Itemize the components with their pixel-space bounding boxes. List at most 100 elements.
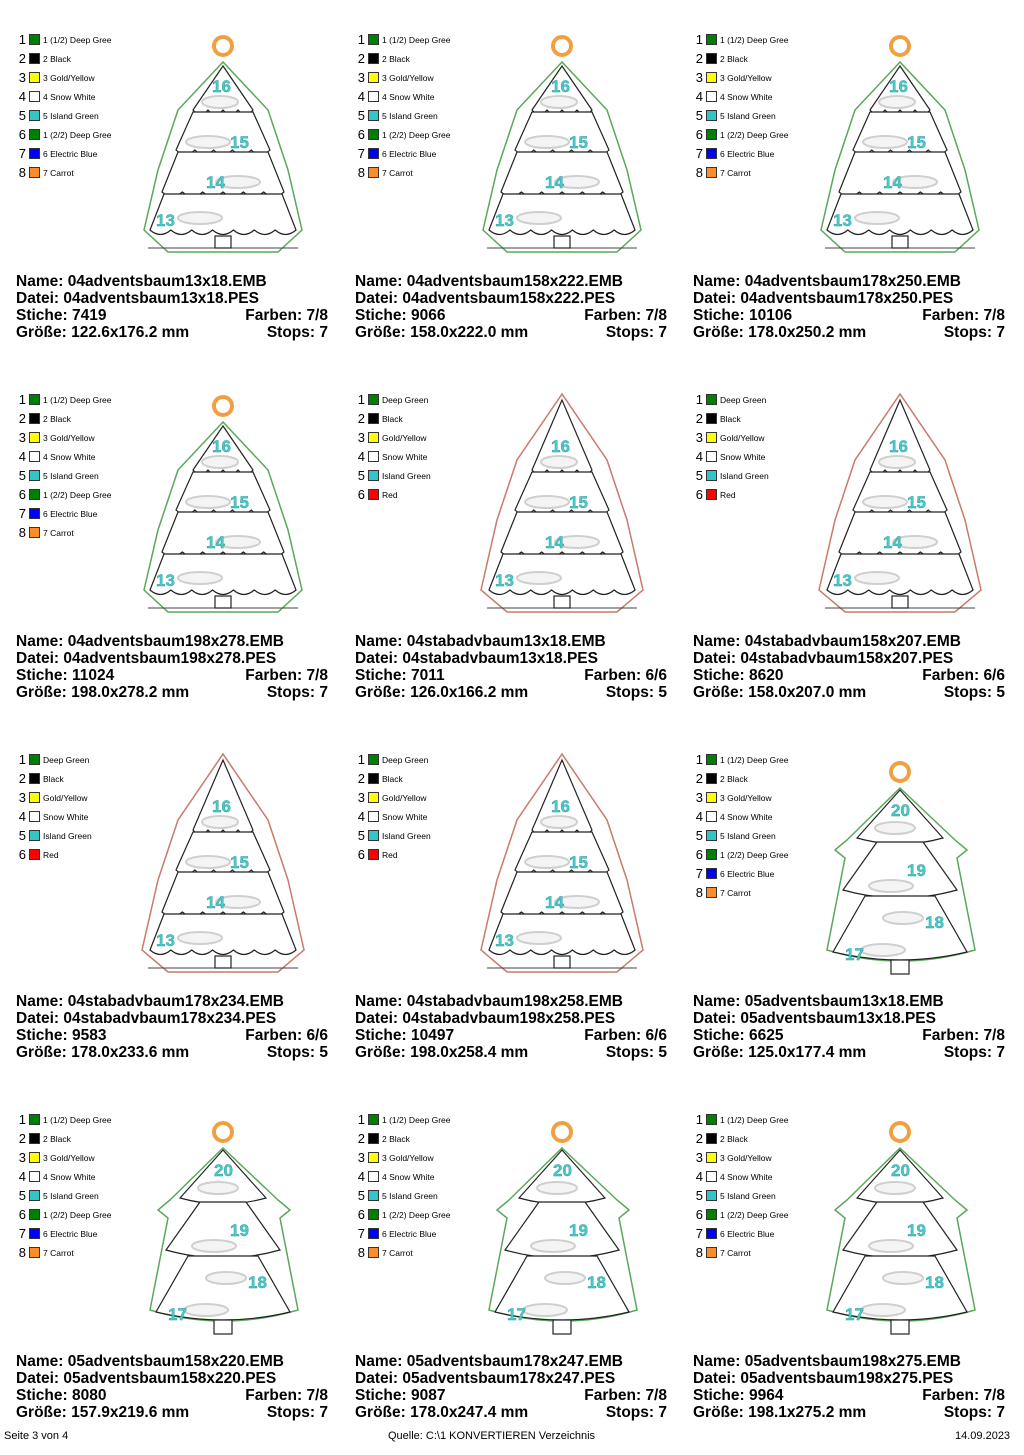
- color-swatch: [368, 110, 379, 121]
- color-swatch: [368, 849, 379, 860]
- advent-number: 13: [495, 931, 514, 950]
- color-name: 6 Electric Blue: [382, 148, 437, 159]
- color-index: 1: [695, 392, 703, 407]
- color-index: 1: [357, 32, 365, 47]
- design-card: 1 Deep Green 2 Black 3 Gold/Yellow 4 Snow White…: [693, 390, 1013, 735]
- cut-line: [482, 60, 642, 253]
- color-name: Snow White: [43, 811, 89, 822]
- thread-color-row: 5 5 Island Green: [16, 1186, 126, 1205]
- advent-number: 13: [156, 931, 175, 950]
- design-size: Größe: 122.6x176.2 mm: [16, 324, 190, 341]
- color-name: 6 Electric Blue: [382, 1228, 437, 1239]
- color-swatch: [29, 110, 40, 121]
- design-name: 04stabadvbaum13x18.EMB: [406, 633, 606, 650]
- color-index: 4: [18, 809, 26, 824]
- thread-color-row: 1 1 (1/2) Deep Gree: [16, 30, 126, 49]
- color-name: 7 Carrot: [382, 167, 413, 178]
- thread-color-list: 1 1 (1/2) Deep Gree 2 2 Black 3 3 Gold/Yellow…: [16, 1110, 126, 1262]
- color-name: 7 Carrot: [382, 1247, 413, 1258]
- pocket-oval: [860, 1303, 906, 1317]
- stop-count: Stops: 5: [943, 684, 1005, 701]
- color-name: Deep Green: [720, 394, 767, 405]
- thread-color-row: 2 Black: [355, 769, 465, 788]
- color-swatch: [706, 1133, 717, 1144]
- design-card: 1 1 (1/2) Deep Gree 2 2 Black 3 3 Gold/Yellow…: [16, 390, 336, 735]
- thread-color-row: 7 6 Electric Blue: [355, 1224, 465, 1243]
- color-swatch: [706, 773, 717, 784]
- design-info: Name: 04adventsbaum178x250.EMB Datei: 04a…: [693, 273, 1005, 341]
- file-line: Datei: 05adventsbaum158x220.PES: [16, 1370, 277, 1387]
- color-index: 4: [18, 449, 26, 464]
- color-name: 4 Snow White: [382, 1171, 435, 1182]
- color-swatch: [29, 830, 40, 841]
- pocket-oval: [201, 815, 239, 829]
- color-swatch: [368, 792, 379, 803]
- color-swatch: [706, 451, 717, 462]
- color-swatch: [29, 489, 40, 500]
- pocket-oval: [874, 821, 916, 835]
- tree-layer: [175, 111, 271, 156]
- pocket-oval: [201, 455, 239, 469]
- color-index: 2: [695, 1131, 703, 1146]
- stitch-count: Stiche: 9066: [355, 307, 446, 324]
- hanger-ring: [212, 35, 234, 57]
- design-card: 1 1 (1/2) Deep Gree 2 2 Black 3 3 Gold/Yellow…: [355, 30, 675, 375]
- name-line: Name: 04adventsbaum178x250.EMB: [693, 273, 961, 290]
- thread-color-row: 5 Island Green: [693, 466, 803, 485]
- stitch-count: Stiche: 9964: [693, 1387, 784, 1404]
- pocket-oval: [177, 211, 223, 225]
- thread-color-row: 6 1 (2/2) Deep Gree: [355, 1205, 465, 1224]
- thread-color-row: 8 7 Carrot: [16, 163, 126, 182]
- advent-number: 14: [883, 533, 902, 552]
- color-name: Gold/Yellow: [720, 432, 765, 443]
- color-name: 2 Black: [382, 53, 410, 64]
- tree-layer: [852, 111, 948, 156]
- advent-number: 13: [156, 571, 175, 590]
- design-file: 04adventsbaum13x18.PES: [63, 290, 259, 307]
- color-index: 3: [357, 790, 365, 805]
- color-index: 2: [18, 1131, 26, 1146]
- advent-number: 15: [569, 493, 588, 512]
- color-name: 2 Black: [720, 773, 748, 784]
- color-swatch: [706, 432, 717, 443]
- color-name: 5 Island Green: [720, 1190, 776, 1201]
- hanger-ring: [551, 1121, 573, 1143]
- tree-layer: [826, 193, 974, 236]
- color-count: Farben: 6/6: [922, 667, 1005, 684]
- tree-layer: [514, 471, 610, 516]
- color-swatch: [29, 849, 40, 860]
- thread-color-list: 1 1 (1/2) Deep Gree 2 2 Black 3 3 Gold/Yellow…: [16, 30, 126, 182]
- color-name: 1 (1/2) Deep Gree: [720, 34, 789, 45]
- stop-count: Stops: 7: [266, 324, 328, 341]
- pocket-oval: [215, 535, 261, 549]
- color-swatch: [706, 792, 717, 803]
- file-line: Datei: 04adventsbaum198x278.PES: [16, 650, 277, 667]
- name-line: Name: 04stabadvbaum178x234.EMB: [16, 993, 284, 1010]
- thread-color-row: 8 7 Carrot: [16, 523, 126, 542]
- design-file: 04stabadvbaum13x18.PES: [402, 650, 598, 667]
- thread-color-row: 2 2 Black: [693, 1129, 803, 1148]
- pocket-oval: [185, 135, 231, 149]
- thread-color-row: 4 4 Snow White: [693, 1167, 803, 1186]
- tree-layer: [514, 111, 610, 156]
- design-info: Name: 04stabadvbaum158x207.EMB Datei: 04s…: [693, 633, 1005, 701]
- color-swatch: [706, 34, 717, 45]
- color-name: 3 Gold/Yellow: [720, 792, 772, 803]
- thread-color-row: 6 1 (2/2) Deep Gree: [355, 125, 465, 144]
- color-index: 6: [695, 127, 703, 142]
- color-count: Farben: 6/6: [584, 667, 667, 684]
- design-file: 05adventsbaum158x220.PES: [63, 1370, 277, 1387]
- color-swatch: [29, 470, 40, 481]
- thread-color-row: 4 4 Snow White: [16, 447, 126, 466]
- color-index: 2: [695, 411, 703, 426]
- color-name: 1 (2/2) Deep Gree: [720, 129, 789, 140]
- color-index: 7: [695, 146, 703, 161]
- color-name: 6 Electric Blue: [43, 508, 98, 519]
- color-name: Red: [43, 849, 59, 860]
- color-name: 2 Black: [720, 53, 748, 64]
- color-index: 5: [18, 468, 26, 483]
- file-line: Datei: 05adventsbaum178x247.PES: [355, 1370, 616, 1387]
- advent-number: 17: [168, 1305, 187, 1324]
- color-index: 8: [695, 885, 703, 900]
- color-index: 4: [18, 1169, 26, 1184]
